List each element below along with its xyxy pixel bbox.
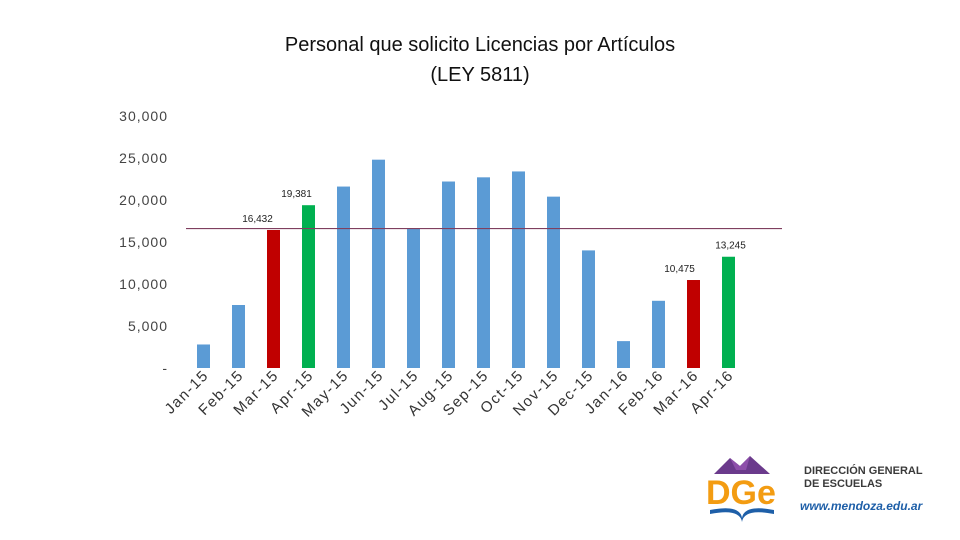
chart-title-line-1: Personal que solicito Licencias por Artí…: [284, 34, 676, 56]
y-tick-label: 30,000: [119, 108, 168, 124]
logo-name-line-1: DIRECCIÓN GENERAL: [804, 464, 923, 477]
dge-logo: DGe DIRECCIÓN GENERAL DE ESCUELAS www.me…: [706, 456, 924, 522]
bar-may-15: [337, 186, 350, 368]
bar-jun-15: [372, 159, 385, 368]
logo-name-line-2: DE ESCUELAS: [804, 478, 882, 490]
bar-sep-15: [477, 177, 490, 368]
logo-letters: DGe: [706, 474, 776, 512]
y-tick-label: 25,000: [119, 150, 168, 166]
data-label: 16,432: [242, 214, 273, 225]
bar-nov-15: [547, 196, 560, 368]
bar-chart: - 5,000 10,000 15,000 20,000 25,000 30,000 16,4…: [119, 108, 782, 421]
logo-mountain-highlight: [730, 456, 750, 470]
bar-mar-15: [267, 229, 280, 368]
bar-aug-15: [442, 181, 455, 368]
bar-jan-16: [617, 341, 630, 368]
bar-oct-15: [512, 171, 525, 368]
y-tick-label: -: [162, 360, 168, 376]
bar-jul-15: [407, 228, 420, 368]
y-tick-label: 20,000: [119, 192, 168, 208]
bar-feb-16: [652, 300, 665, 368]
data-label: 10,475: [664, 264, 695, 275]
logo-url: www.mendoza.edu.ar: [800, 499, 924, 513]
bar-dec-15: [582, 250, 595, 368]
book-icon: [710, 508, 774, 522]
chart-title-line-2: (LEY 5811): [430, 64, 530, 86]
bar-jan-15: [197, 344, 210, 368]
bar-feb-15: [232, 305, 245, 368]
data-label: 13,245: [715, 241, 746, 252]
y-tick-label: 10,000: [119, 276, 168, 292]
bar-apr-16: [722, 256, 735, 368]
chart-title: Personal que solicito Licencias por Artí…: [180, 30, 780, 90]
bar-mar-16: [687, 280, 700, 368]
bar-apr-15: [302, 205, 315, 368]
y-tick-label: 15,000: [119, 234, 168, 250]
data-label: 19,381: [281, 189, 312, 200]
y-tick-label: 5,000: [128, 318, 168, 334]
